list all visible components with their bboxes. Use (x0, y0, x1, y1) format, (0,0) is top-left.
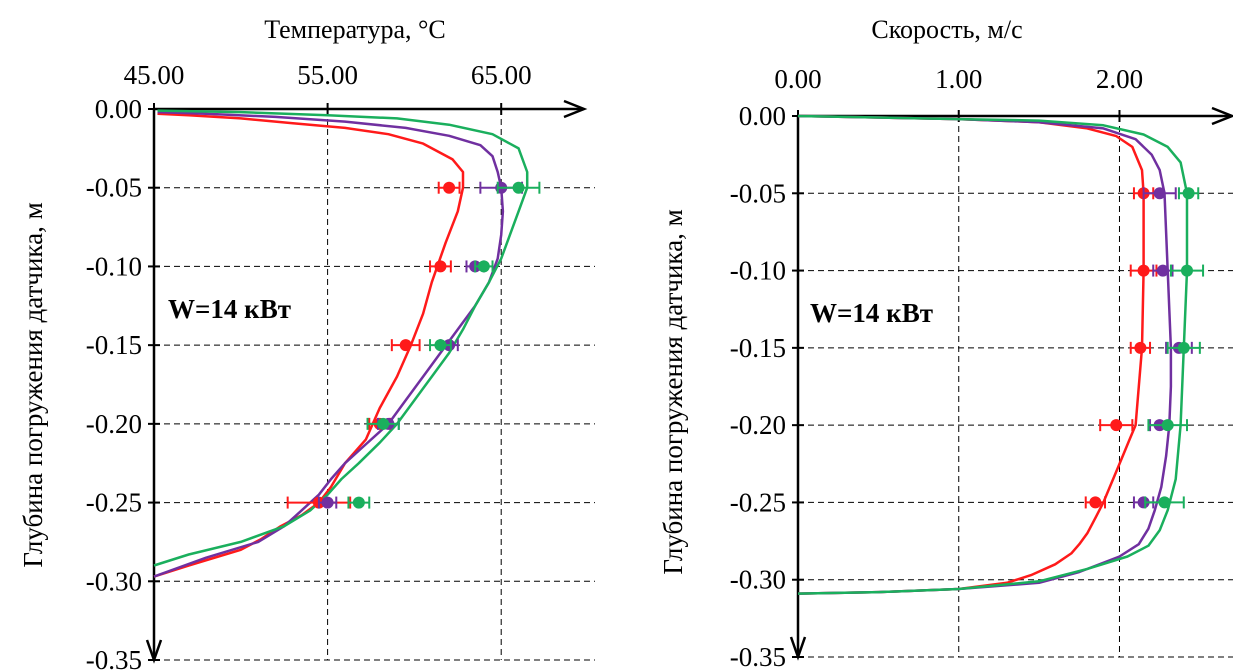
data-marker (1089, 496, 1102, 509)
data-point-red (1129, 341, 1152, 354)
y-axis-title: Глубина погружения датчика, м (658, 209, 688, 574)
x-axis-arrow (563, 99, 588, 119)
data-marker (1182, 187, 1195, 200)
power-annotation: W=14 кВт (168, 294, 291, 324)
x-tick-label: 2.00 (1096, 64, 1143, 94)
data-marker (1156, 264, 1169, 277)
data-marker (477, 260, 490, 273)
data-point-green (366, 417, 400, 430)
data-point-red (1099, 419, 1134, 432)
x-tick-label: 65.00 (471, 60, 532, 90)
data-point-purple (1142, 187, 1177, 200)
y-tick-label: -0.05 (730, 178, 786, 208)
data-point-red (1084, 496, 1107, 509)
data-marker (443, 181, 456, 194)
y-tick-label: -0.15 (730, 333, 786, 363)
chart-velocity: 0.00 1.00 2.00 0.00 -0.05 -0.10 -0.15 -0.20 -0.2… (658, 15, 1233, 672)
data-marker (1177, 341, 1190, 354)
x-axis-title: Температура, °C (264, 15, 446, 44)
data-point-green (1177, 187, 1200, 200)
y-tick-label: 0.00 (95, 94, 142, 124)
y-tick-label: -0.35 (730, 642, 786, 672)
data-point-red (437, 181, 461, 194)
data-marker (321, 496, 334, 509)
x-tick-label: 45.00 (124, 60, 185, 90)
x-axis-title: Скорость, м/с (871, 15, 1022, 44)
series-line-red (797, 114, 1145, 595)
data-marker (1110, 419, 1123, 432)
data-point-red (429, 260, 452, 273)
y-tick-label: -0.20 (86, 409, 142, 439)
y-tick-label: -0.30 (730, 565, 786, 595)
data-point-green (1144, 496, 1185, 509)
y-tick-label: -0.25 (86, 488, 142, 518)
data-marker (1134, 341, 1147, 354)
data-point-green (1166, 341, 1201, 354)
data-point-green (1169, 264, 1205, 277)
x-tick-label: 1.00 (935, 64, 982, 94)
y-tick-label: -0.10 (86, 251, 142, 281)
data-point-green (347, 496, 371, 509)
y-tick-label: -0.05 (86, 173, 142, 203)
data-marker (1180, 264, 1193, 277)
data-point-purple (1152, 264, 1174, 277)
power-annotation: W=14 кВт (810, 298, 933, 328)
x-tick-label: 0.00 (774, 64, 821, 94)
data-marker (434, 339, 447, 352)
y-tick-label: -0.10 (730, 256, 786, 286)
data-marker (1137, 496, 1150, 509)
data-point-green (1147, 419, 1188, 432)
data-marker (1137, 264, 1150, 277)
data-marker (1158, 496, 1171, 509)
series-line-green (797, 114, 1189, 595)
data-marker (399, 339, 412, 352)
data-point-purple (317, 496, 338, 509)
data-marker (1153, 187, 1166, 200)
data-marker (377, 417, 390, 430)
series-line-purple (797, 114, 1173, 595)
x-axis-arrow (1211, 106, 1233, 126)
data-point-green (496, 181, 541, 194)
data-marker (512, 181, 525, 194)
y-tick-label: -0.25 (730, 487, 786, 517)
data-marker (434, 260, 447, 273)
data-point-green (429, 339, 452, 352)
data-point-red (390, 339, 421, 352)
x-tick-label: 55.00 (297, 60, 358, 90)
series-line-green (153, 109, 529, 567)
y-tick-label: -0.30 (86, 566, 142, 596)
y-tick-label: -0.35 (86, 645, 142, 672)
y-tick-label: -0.15 (86, 330, 142, 360)
chart-temperature: 45.00 55.00 65.00 0.00 -0.05 -0.10 -0.15 -0.20 -… (18, 15, 595, 672)
y-tick-label: 0.00 (739, 101, 786, 131)
data-point-green (474, 260, 494, 273)
data-marker (1161, 419, 1174, 432)
data-marker (352, 496, 365, 509)
y-axis-title: Глубина погружения датчика, м (18, 202, 48, 567)
y-tick-label: -0.20 (730, 410, 786, 440)
